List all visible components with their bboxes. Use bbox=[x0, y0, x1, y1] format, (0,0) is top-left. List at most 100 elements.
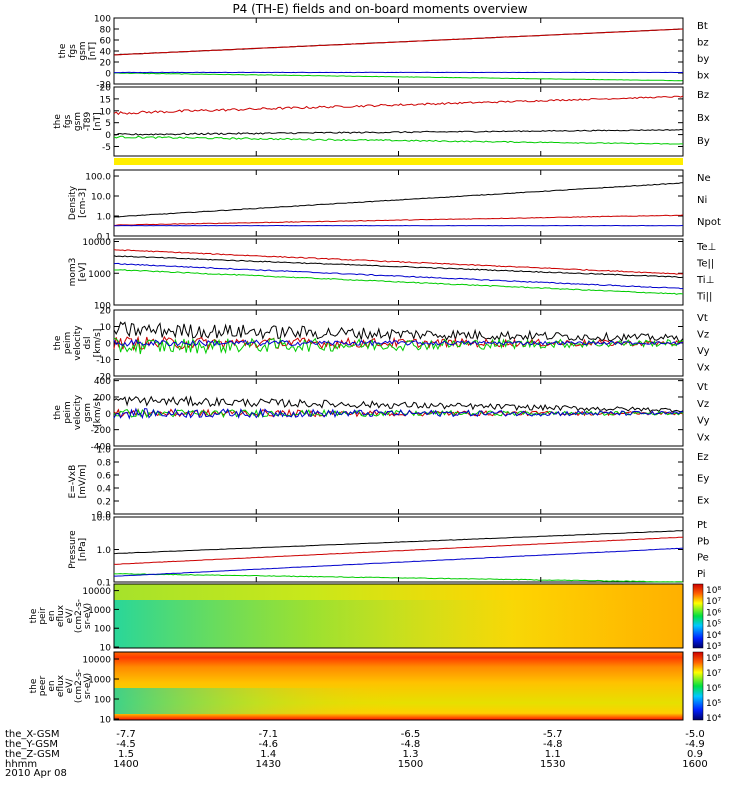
x-tick-label: -4.9 bbox=[685, 739, 705, 750]
legend-Te⊥: Te⊥ bbox=[696, 242, 716, 253]
legend-Ti||: Ti|| bbox=[696, 292, 712, 303]
x-axis-row-label: the_X-GSM bbox=[5, 729, 59, 740]
x-axis-row-label: the_Z-GSM bbox=[5, 749, 60, 760]
y-tick-label: 10000 bbox=[82, 587, 111, 597]
panel-frame bbox=[113, 448, 684, 515]
series-Vx bbox=[113, 338, 684, 347]
panel-frame bbox=[113, 378, 684, 447]
y-tick-label: -200 bbox=[91, 426, 112, 436]
legend-Bx: Bx bbox=[697, 113, 710, 124]
series-by bbox=[113, 72, 684, 82]
y-axis-label: gsm bbox=[78, 41, 88, 60]
y-axis-label: [mV/m] bbox=[78, 465, 88, 499]
series-Pb bbox=[113, 536, 684, 565]
legend-Vt: Vt bbox=[697, 382, 708, 393]
legend-Vz: Vz bbox=[697, 330, 709, 341]
y-tick-label: 5 bbox=[105, 119, 111, 129]
y-axis-label: en bbox=[47, 680, 57, 691]
electron-spectrogram-lowenergy bbox=[114, 688, 683, 714]
legend-by: by bbox=[697, 54, 709, 65]
y-axis-label: (cm2-s- bbox=[74, 599, 84, 633]
colorbar-tick-label: 10⁶ bbox=[706, 684, 721, 694]
series-bz bbox=[113, 28, 683, 56]
y-axis-label: peer bbox=[38, 675, 48, 696]
x-tick-label: -7.1 bbox=[258, 729, 278, 740]
y-axis-label: sr-eV) bbox=[83, 673, 93, 699]
y-tick-label: 0.4 bbox=[97, 485, 112, 495]
series-Bx bbox=[113, 128, 684, 136]
y-axis-label: the bbox=[53, 405, 63, 420]
y-axis-label: the bbox=[29, 678, 39, 693]
series-By bbox=[113, 135, 683, 145]
x-tick-label: -4.8 bbox=[543, 739, 563, 750]
y-tick-label: 40 bbox=[100, 48, 112, 58]
legend-Vy: Vy bbox=[697, 346, 710, 357]
y-axis-label: fgs bbox=[68, 44, 78, 58]
y-tick-label: 60 bbox=[100, 37, 112, 47]
colorbar-tick-label: 10⁸ bbox=[706, 586, 721, 596]
y-tick-label: 20 bbox=[100, 59, 112, 69]
legend-Vt: Vt bbox=[697, 313, 708, 324]
series-Vz bbox=[113, 335, 684, 352]
series-Vt bbox=[113, 395, 684, 413]
electron-spectrogram-axis: 10000 1000 100 10 the peer en eflux eV/(cm2-s-sr… bbox=[29, 656, 119, 726]
y-tick-label: 0.1 bbox=[97, 233, 111, 243]
y-tick-label: -10 bbox=[96, 356, 111, 366]
y-tick-label: 10 bbox=[100, 644, 112, 654]
x-tick-label: -4.6 bbox=[258, 739, 278, 750]
y-tick-label: 100 bbox=[94, 302, 111, 312]
x-tick-label: 1430 bbox=[256, 759, 281, 770]
y-tick-label: 1000 bbox=[88, 676, 111, 686]
y-tick-label: 0.6 bbox=[97, 472, 112, 482]
y-axis-label: (cm2-s- bbox=[74, 669, 84, 703]
electron-spectrogram-frame bbox=[113, 651, 684, 721]
colorbar-tick-label: 10⁴ bbox=[706, 714, 721, 724]
fgs-quality-bar bbox=[114, 158, 683, 165]
x-tick-label: 1600 bbox=[682, 759, 707, 770]
legend-Vx: Vx bbox=[697, 432, 710, 443]
x-tick-label: -5.7 bbox=[543, 729, 563, 740]
ion-spectrogram: 10000 1000 100 10 the peir en eflux eV/(cm2-s-sr… bbox=[29, 583, 684, 654]
y-tick-label: -20 bbox=[96, 81, 111, 91]
y-tick-label: 1.0 bbox=[97, 213, 112, 223]
y-tick-label: 100 bbox=[94, 696, 111, 706]
y-axis-label: [km/s] bbox=[93, 398, 103, 427]
colorbar-tick-label: 10⁷ bbox=[706, 669, 721, 679]
series-Te⊥ bbox=[113, 249, 684, 275]
y-tick-label: 1.0 bbox=[97, 546, 112, 556]
y-axis-label: the bbox=[53, 335, 63, 350]
series-Vx bbox=[113, 407, 684, 420]
y-tick-label: 10.0 bbox=[91, 193, 111, 203]
series-Vy bbox=[113, 408, 684, 419]
legend-Ez: Ez bbox=[697, 452, 709, 463]
y-tick-label: 20 bbox=[100, 84, 112, 94]
x-tick-label: 1500 bbox=[398, 759, 423, 770]
y-tick-label: 10.0 bbox=[91, 514, 111, 524]
legend-Vy: Vy bbox=[697, 416, 710, 427]
x-tick-label: -5.0 bbox=[685, 729, 705, 740]
legend-Pt: Pt bbox=[697, 520, 707, 531]
y-tick-label: 0 bbox=[105, 131, 111, 141]
x-axis-row-label: hhmm bbox=[5, 759, 37, 770]
time-axis: the_X-GSM -7.7 -7.1 -6.5 -5.7 -5.0 the_Y-GSM -4… bbox=[5, 729, 708, 770]
x-tick-label: 1400 bbox=[113, 759, 138, 770]
y-tick-label: 1.0 bbox=[97, 446, 112, 456]
legend-Pb: Pb bbox=[697, 536, 709, 547]
chart-title: P4 (TH-E) fields and on-board moments ov… bbox=[232, 2, 527, 16]
y-axis-label: eflux bbox=[56, 604, 66, 627]
y-tick-label: 0.8 bbox=[97, 459, 112, 469]
y-tick-label: -20 bbox=[96, 373, 111, 383]
y-tick-label: 100 bbox=[94, 15, 111, 25]
legend-Ni: Ni bbox=[697, 195, 707, 206]
series-Pi bbox=[114, 547, 683, 577]
y-tick-label: 100.0 bbox=[85, 173, 111, 183]
y-axis-label: eV/ bbox=[65, 608, 75, 624]
y-axis-label: gsm bbox=[83, 403, 93, 422]
legend-bx: bx bbox=[697, 71, 709, 82]
colorbar-tick-label: 10⁵ bbox=[706, 699, 721, 709]
y-axis-label: E=-VxB bbox=[68, 465, 78, 499]
y-tick-label: 400 bbox=[94, 377, 111, 387]
